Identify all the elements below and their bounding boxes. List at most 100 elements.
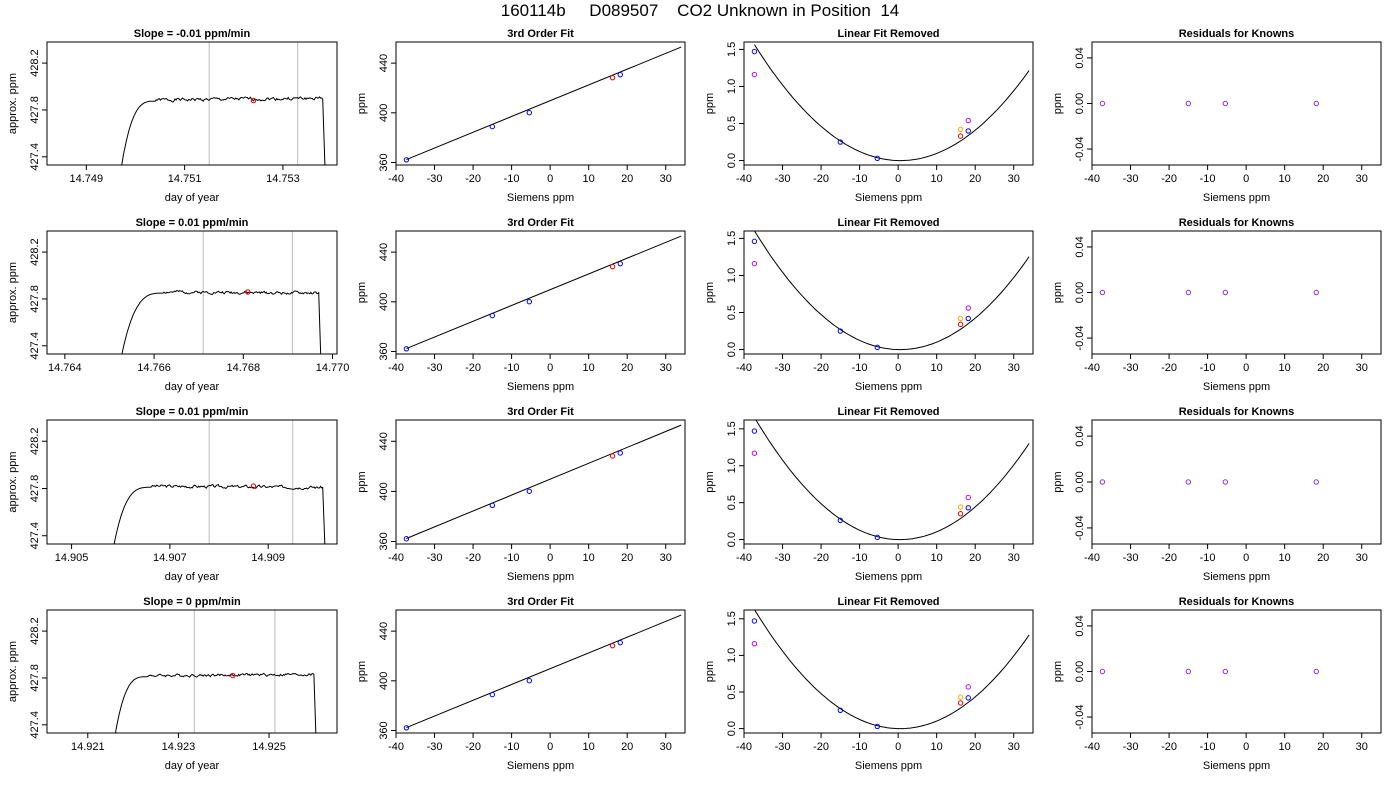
- x-tick-label: 14.925: [252, 741, 286, 753]
- x-tick-label: -40: [1084, 552, 1100, 564]
- y-tick-label: 428.2: [29, 238, 41, 266]
- y-tick-label: 1.5: [726, 611, 738, 626]
- figure-title: 160114b D089507 CO2 Unknown in Position …: [500, 1, 900, 20]
- x-axis-label: Siemens ppm: [507, 760, 574, 772]
- data-point: [874, 155, 881, 162]
- x-tick-label: 0: [895, 741, 901, 753]
- data-point: [609, 74, 616, 81]
- x-tick-label: 10: [931, 173, 943, 185]
- x-tick-label: 10: [583, 741, 595, 753]
- y-tick-label: 0.04: [1074, 425, 1086, 446]
- y-tick-label: 0.5: [726, 116, 738, 131]
- data-point: [1099, 479, 1106, 485]
- x-tick-label: -30: [427, 741, 443, 753]
- plot-area: [121, 231, 322, 354]
- plot-area: [751, 231, 1030, 351]
- panel-5: Slope = 0.01 ppm/min day of year approx. p…: [7, 217, 349, 393]
- fit-line: [406, 424, 682, 539]
- x-axis-label: Siemens ppm: [855, 381, 922, 393]
- x-tick-label: -10: [852, 173, 868, 185]
- ppm-trace: [113, 483, 326, 544]
- data-point: [403, 157, 410, 163]
- x-axis-label: Siemens ppm: [1203, 760, 1270, 772]
- data-point: [1313, 100, 1319, 107]
- data-point: [957, 700, 964, 706]
- x-tick-label: 10: [583, 552, 595, 564]
- y-tick-label: 400: [378, 672, 390, 690]
- data-point: [1185, 668, 1192, 675]
- x-tick-label: -40: [388, 362, 404, 374]
- sample-point: [230, 672, 236, 679]
- data-point: [609, 453, 616, 459]
- data-point: [751, 48, 758, 55]
- y-tick-label: 360: [378, 342, 390, 360]
- y-tick-label: 428.2: [29, 427, 41, 455]
- plot-area: [403, 424, 682, 542]
- y-axis-label: ppm: [356, 93, 368, 114]
- panel-title: Slope = 0 ppm/min: [143, 596, 241, 608]
- x-tick-label: 30: [1008, 362, 1020, 374]
- y-tick-label: 0.00: [1074, 661, 1086, 682]
- x-tick-label: -30: [1123, 362, 1139, 374]
- x-tick-label: -30: [775, 173, 791, 185]
- data-point: [965, 117, 971, 124]
- y-tick-label: -0.04: [1074, 705, 1086, 730]
- fit-curve: [753, 231, 1030, 351]
- plot-area: [114, 610, 317, 733]
- data-point: [1185, 479, 1192, 485]
- x-tick-label: 20: [621, 552, 633, 564]
- x-tick-label: 0: [1243, 362, 1249, 374]
- data-point: [965, 684, 971, 690]
- data-point: [1099, 289, 1106, 296]
- y-tick-label: 427.4: [29, 522, 41, 550]
- x-tick-label: -40: [1084, 362, 1100, 374]
- x-tick-label: -20: [813, 552, 829, 564]
- x-tick-label: 0: [895, 173, 901, 185]
- sample-point: [250, 97, 257, 104]
- plot-frame: [395, 230, 686, 355]
- data-point: [489, 691, 496, 698]
- x-tick-label: -10: [504, 741, 520, 753]
- x-tick-label: -20: [1161, 552, 1177, 564]
- y-tick-label: 0.0: [726, 721, 738, 736]
- y-tick-label: 0.5: [726, 495, 738, 510]
- panel-6: 3rd Order Fit Siemens ppm ppm -40 -30 -20 -10 0…: [356, 217, 686, 393]
- plot-area: [121, 42, 326, 165]
- x-tick-label: 10: [1279, 173, 1291, 185]
- x-tick-label: -20: [813, 362, 829, 374]
- data-point: [751, 238, 758, 245]
- y-tick-label: 0.00: [1074, 471, 1086, 492]
- y-tick-label: 1.0: [726, 648, 738, 663]
- panel-title: Residuals for Knowns: [1179, 28, 1295, 40]
- x-tick-label: -40: [736, 173, 752, 185]
- data-point: [403, 536, 410, 542]
- y-tick-label: 400: [378, 104, 390, 122]
- x-tick-label: -40: [1084, 173, 1100, 185]
- data-point: [874, 723, 881, 730]
- data-point: [751, 618, 758, 624]
- data-point: [751, 640, 758, 647]
- panel-3: Linear Fit Removed Siemens ppm ppm -40 -30 -2…: [704, 28, 1034, 204]
- x-axis-label: day of year: [165, 571, 220, 583]
- x-tick-label: -30: [1123, 173, 1139, 185]
- y-axis-label: approx. ppm: [7, 451, 19, 512]
- data-point: [489, 312, 496, 319]
- y-tick-label: 400: [378, 293, 390, 311]
- data-point: [403, 346, 410, 352]
- plot-frame: [395, 419, 686, 545]
- x-tick-label: -10: [504, 362, 520, 374]
- y-tick-label: -0.04: [1074, 137, 1086, 162]
- x-axis-label: Siemens ppm: [507, 381, 574, 393]
- plot-area: [1099, 479, 1319, 485]
- ppm-trace: [121, 290, 322, 354]
- plot-frame: [46, 609, 338, 734]
- plot-frame: [743, 41, 1034, 166]
- fit-curve: [754, 610, 1030, 730]
- y-axis-label: ppm: [704, 471, 716, 492]
- data-point: [751, 71, 758, 78]
- x-tick-label: 10: [1279, 741, 1291, 753]
- data-point: [965, 695, 971, 701]
- plot-frame: [1091, 41, 1382, 166]
- data-point: [609, 263, 616, 270]
- x-tick-label: 30: [1356, 741, 1368, 753]
